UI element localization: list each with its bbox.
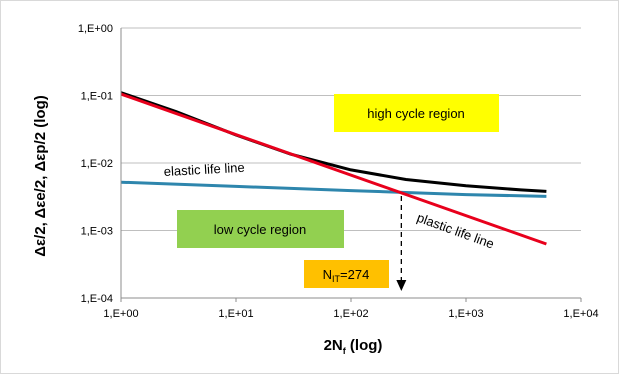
x-tick-label: 1,E+00 [103, 308, 138, 320]
x-tick-labels: 1,E+00 1,E+01 1,E+02 1,E+03 1,E+04 [103, 298, 599, 320]
high-cycle-region-label: high cycle region [367, 106, 465, 121]
y-tick-label: 1,E-03 [81, 226, 113, 238]
elastic-life-line-label: elastic life line [163, 160, 245, 179]
x-tick-label: 1,E+02 [333, 308, 368, 320]
transition-arrowhead [396, 280, 407, 291]
low-cycle-region-label: low cycle region [214, 222, 307, 237]
x-tick-label: 1,E+04 [563, 308, 598, 320]
high-cycle-region-box [334, 94, 499, 132]
transition-life-box [304, 260, 389, 288]
x-tick-label: 1,E+03 [448, 308, 483, 320]
y-tick-label: 1,E-04 [81, 293, 113, 305]
y-tick-label: 1,E-01 [81, 91, 113, 103]
y-tick-label: 1,E+00 [78, 23, 113, 35]
low-cycle-region-box [177, 210, 344, 248]
y-tick-label: 1,E-02 [81, 158, 113, 170]
elastic-life-line [120, 180, 547, 198]
y-axis-title: Δε/2, Δεe/2, Δεp/2 (log) [32, 95, 49, 257]
transition-life-label: NIT=274 [323, 267, 370, 284]
plastic-life-line [120, 92, 547, 246]
series-lines [120, 91, 547, 246]
x-tick-label: 1,E+01 [218, 308, 253, 320]
x-axis-title: 2Nf (log) [324, 337, 383, 356]
y-tick-labels: 1,E+00 1,E-01 1,E-02 1,E-03 1,E-04 [78, 23, 113, 305]
